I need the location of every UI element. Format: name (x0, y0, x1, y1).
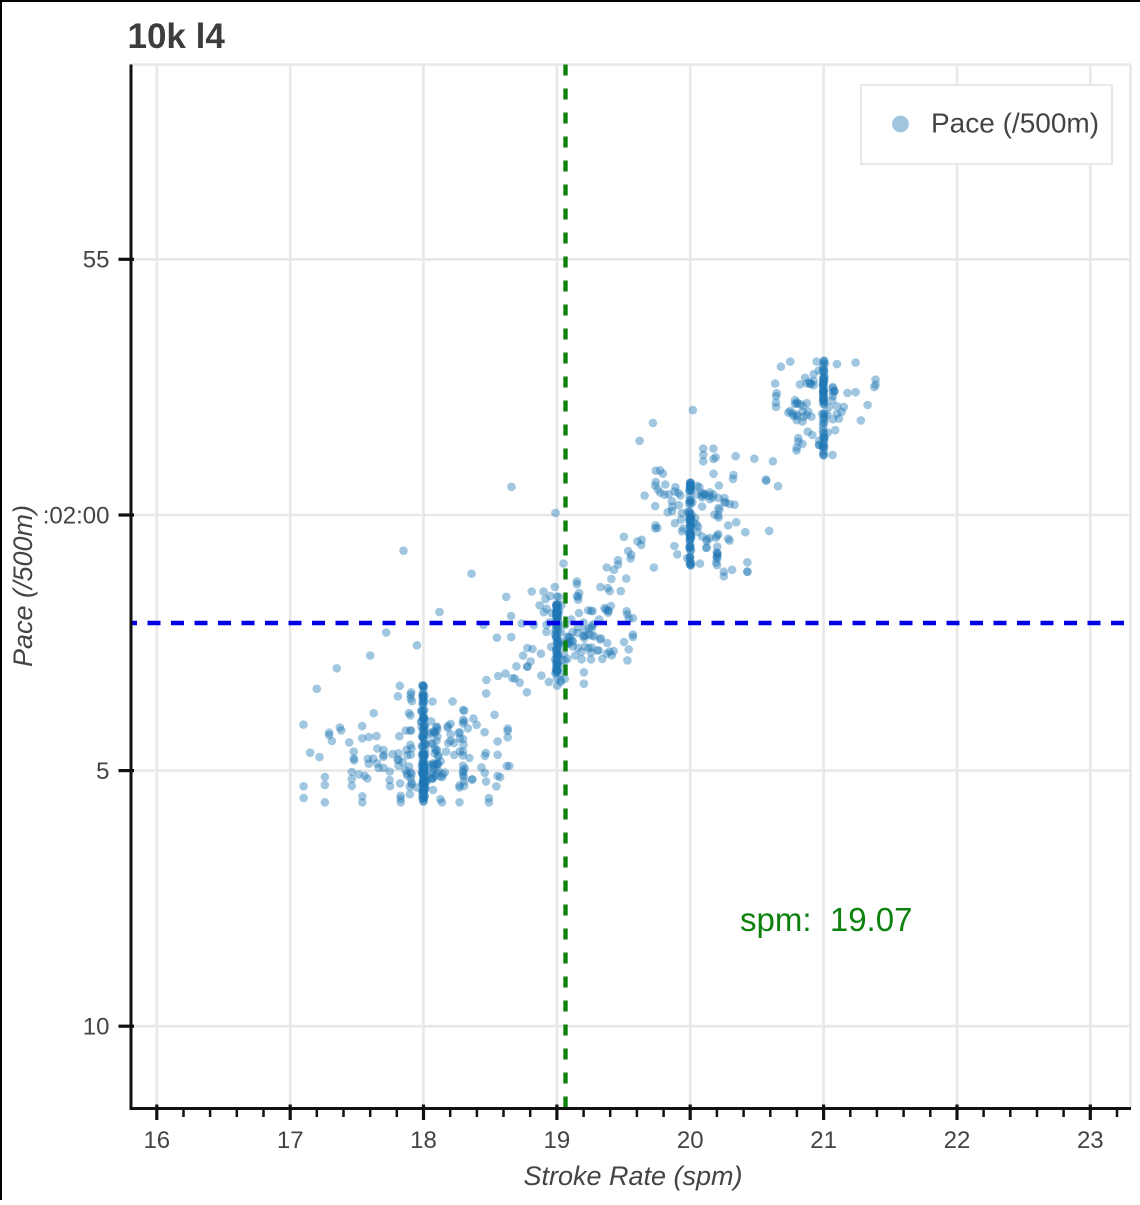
svg-text:18: 18 (410, 1127, 437, 1154)
svg-text:19: 19 (544, 1127, 571, 1154)
svg-text:20: 20 (677, 1127, 704, 1154)
svg-text:10: 10 (83, 1014, 110, 1041)
svg-text:23: 23 (1077, 1127, 1104, 1154)
svg-text:Pace (/500m): Pace (/500m) (8, 505, 38, 667)
svg-text:Pace (/500m): Pace (/500m) (931, 108, 1099, 139)
svg-text:16: 16 (143, 1127, 170, 1154)
svg-text:Stroke Rate (spm): Stroke Rate (spm) (523, 1161, 742, 1191)
svg-text:55: 55 (83, 247, 110, 274)
svg-text:spm: 19.07: spm: 19.07 (740, 901, 912, 938)
svg-text:22: 22 (944, 1127, 971, 1154)
svg-text:21: 21 (810, 1127, 837, 1154)
svg-text:5: 5 (96, 758, 109, 785)
svg-text::02:00: :02:00 (43, 502, 110, 529)
svg-text:17: 17 (277, 1127, 304, 1154)
svg-text:10k l4: 10k l4 (128, 17, 226, 56)
